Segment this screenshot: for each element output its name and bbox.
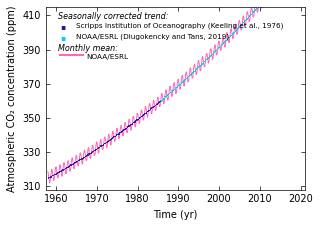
Text: Scripps Institution of Oceanography (Keeling et al., 1976): Scripps Institution of Oceanography (Kee… <box>76 22 283 29</box>
Text: ▪: ▪ <box>60 22 65 32</box>
Text: Seasonally corrected trend:: Seasonally corrected trend: <box>58 12 168 20</box>
Y-axis label: Atmospheric CO₂ concentration (ppm): Atmospheric CO₂ concentration (ppm) <box>7 5 17 192</box>
Text: NOAA/ESRL (Dlugokencky and Tans, 2019): NOAA/ESRL (Dlugokencky and Tans, 2019) <box>76 33 229 40</box>
Text: Monthly mean:: Monthly mean: <box>58 44 117 53</box>
Text: NOAA/ESRL: NOAA/ESRL <box>86 54 128 59</box>
X-axis label: Time (yr): Time (yr) <box>153 210 197 220</box>
Text: ▪: ▪ <box>60 33 65 42</box>
